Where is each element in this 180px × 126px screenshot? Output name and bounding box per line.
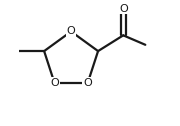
Text: O: O (67, 26, 75, 37)
Text: O: O (50, 78, 59, 88)
Text: O: O (83, 78, 92, 88)
Text: O: O (119, 4, 128, 14)
